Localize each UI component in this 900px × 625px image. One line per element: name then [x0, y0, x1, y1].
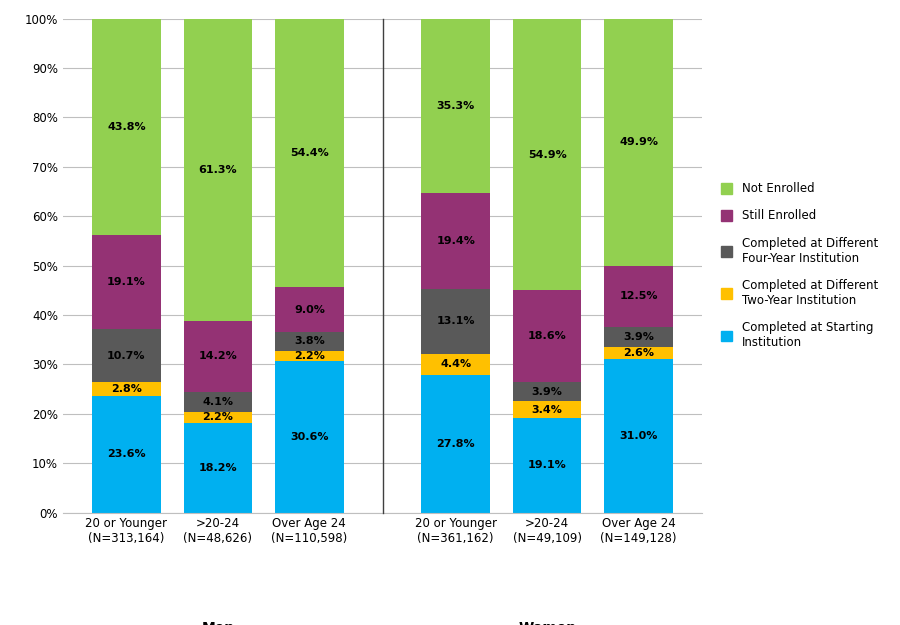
Bar	[421, 19, 490, 193]
Bar	[604, 19, 673, 266]
Text: 4.1%: 4.1%	[202, 397, 233, 407]
Bar	[604, 347, 673, 359]
Bar	[513, 418, 581, 512]
Bar	[604, 266, 673, 328]
Text: 18.2%: 18.2%	[199, 462, 237, 472]
Bar	[421, 354, 490, 375]
Text: 27.8%: 27.8%	[436, 439, 475, 449]
Bar	[275, 19, 344, 288]
Text: 13.1%: 13.1%	[436, 316, 475, 326]
Bar	[275, 288, 344, 332]
Text: 9.0%: 9.0%	[294, 304, 325, 314]
Text: 2.2%: 2.2%	[294, 351, 325, 361]
Text: Men: Men	[202, 621, 234, 625]
Bar	[184, 391, 252, 412]
Text: 54.4%: 54.4%	[290, 148, 328, 158]
Bar	[513, 290, 581, 382]
Bar	[513, 19, 581, 290]
Bar	[184, 19, 252, 321]
Text: 3.4%: 3.4%	[532, 405, 562, 415]
Text: 19.1%: 19.1%	[107, 277, 146, 287]
Bar	[513, 401, 581, 418]
Bar	[421, 289, 490, 354]
Text: 23.6%: 23.6%	[107, 449, 146, 459]
Bar	[92, 235, 161, 329]
Text: 35.3%: 35.3%	[436, 101, 475, 111]
Text: 19.1%: 19.1%	[527, 461, 566, 471]
Text: Women: Women	[518, 621, 576, 625]
Text: 2.8%: 2.8%	[111, 384, 142, 394]
Text: 3.9%: 3.9%	[532, 387, 562, 397]
Text: 14.2%: 14.2%	[199, 351, 238, 361]
Text: 3.9%: 3.9%	[623, 332, 654, 342]
Bar	[604, 359, 673, 512]
Bar	[275, 351, 344, 361]
Text: 30.6%: 30.6%	[290, 432, 328, 442]
Bar	[184, 412, 252, 422]
Bar	[92, 329, 161, 382]
Text: 2.6%: 2.6%	[623, 348, 654, 358]
Bar	[184, 422, 252, 512]
Text: 4.4%: 4.4%	[440, 359, 472, 369]
Text: 54.9%: 54.9%	[527, 150, 566, 160]
Text: 49.9%: 49.9%	[619, 138, 658, 148]
Bar	[184, 321, 252, 391]
Bar	[275, 332, 344, 351]
Text: 3.8%: 3.8%	[294, 336, 325, 346]
Bar	[275, 361, 344, 512]
Text: 18.6%: 18.6%	[527, 331, 566, 341]
Bar	[604, 328, 673, 347]
Bar	[421, 193, 490, 289]
Text: 19.4%: 19.4%	[436, 236, 475, 246]
Bar	[92, 382, 161, 396]
Bar	[92, 19, 161, 235]
Text: 31.0%: 31.0%	[619, 431, 658, 441]
Text: 10.7%: 10.7%	[107, 351, 146, 361]
Bar	[513, 382, 581, 401]
Text: 12.5%: 12.5%	[619, 291, 658, 301]
Bar	[92, 396, 161, 512]
Text: 43.8%: 43.8%	[107, 122, 146, 132]
Text: 61.3%: 61.3%	[199, 165, 237, 175]
Text: 2.2%: 2.2%	[202, 412, 233, 422]
Bar	[421, 375, 490, 512]
Legend: Not Enrolled, Still Enrolled, Completed at Different
Four-Year Institution, Comp: Not Enrolled, Still Enrolled, Completed …	[721, 182, 878, 349]
